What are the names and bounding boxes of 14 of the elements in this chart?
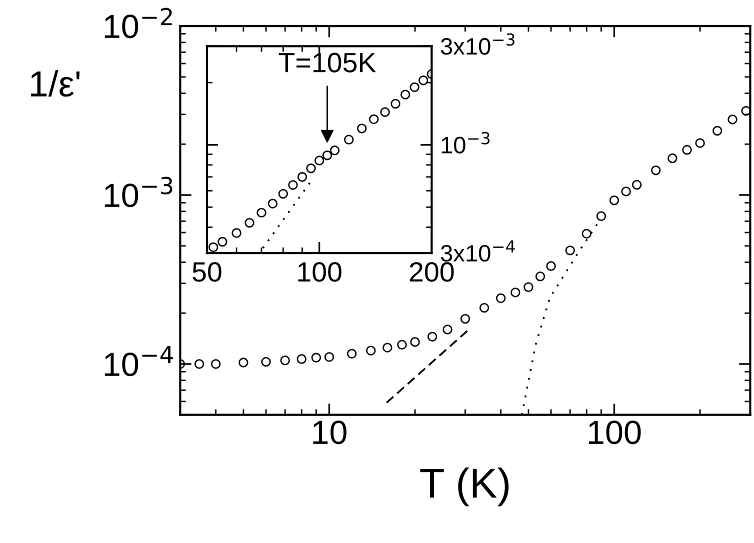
x-tick-label: 10 bbox=[313, 420, 346, 444]
y-tick-label: 3x10$^{−4}$ bbox=[440, 240, 515, 262]
y-tick-label: 10$^{−2}$ bbox=[104, 8, 172, 38]
x-tick-label: 100 bbox=[588, 420, 641, 444]
annotation: T=105K bbox=[278, 52, 376, 72]
x-tick-label: 200 bbox=[410, 262, 454, 282]
y-tick-label: 10$^{−3}$ bbox=[442, 132, 490, 154]
x-axis-title: T (K) bbox=[420, 467, 509, 506]
y-tick-label: 10$^{−4}$ bbox=[104, 346, 173, 376]
y-tick-label: 3x10$^{−3}$ bbox=[440, 33, 514, 55]
x-tick-label: 100 bbox=[298, 262, 342, 282]
y-axis-title: 1/ε' bbox=[31, 70, 80, 97]
y-tick-label: 10$^{−3}$ bbox=[104, 176, 172, 208]
x-tick-label: 50 bbox=[192, 262, 222, 282]
